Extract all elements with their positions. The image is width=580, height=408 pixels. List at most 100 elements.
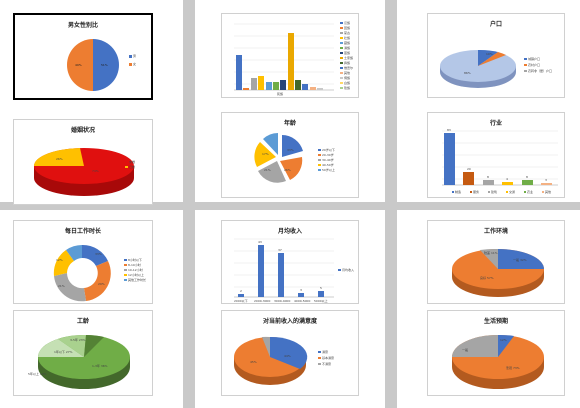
legend-label: 服务 [473,189,479,194]
legend-label: 40-50岁 [322,162,334,167]
legend-label: 农转非（居）户口 [528,68,552,73]
data-label: 29% [98,282,105,286]
legend-label: 已婚 [129,164,135,169]
chart-gender[interactable]: 男女性别比 男 女 51% 49% [13,13,153,100]
data-label: 83 [447,128,451,132]
data-label: 33% [287,148,294,152]
data-label: 37 [278,248,282,252]
data-label: 74% [92,169,99,173]
legend-label: 月均收入 [342,267,354,272]
legend-label: 8小时以下 [128,257,142,262]
axis-label: 民族 [277,91,283,96]
category-label: 5000以上 [314,298,328,303]
category-label: 2000以下 [234,299,248,303]
page-break [0,202,580,210]
chart-hours[interactable]: 每日工作时长 8小时以下 8-10小时 10-12小时 12小时以上 其他工作时… [13,220,153,304]
data-label: 21% [58,284,65,288]
chart-industry[interactable]: 行业 83 20 8 4 8 3 制造 服务 建筑 交通 农业 其他 [427,112,565,198]
chart-title: 年龄 [283,120,296,127]
chart-ethnicity[interactable]: 汉族 回族 蒙古 壮族 藏族 满族 苗族 土家族 彝族 维吾尔 其他 侗族 白族… [221,13,359,98]
data-label: 悲观 73% [506,365,520,370]
category-label: 4000-5000 [294,299,310,303]
chart-title: 行业 [489,120,502,127]
marital-pie-3d: 未婚 已婚 74% 26% [33,148,135,196]
legend-label: 满族 [344,45,350,50]
chart-title: 户口 [489,21,502,28]
chart-title: 生活预期 [483,318,508,325]
data-label: 26% [284,168,291,172]
legend-label: 20-30岁 [322,152,334,157]
age-pie-exploded: 20岁以下 20-30岁 30-40岁 40-50岁 50岁以上 33% 26%… [254,133,335,183]
data-label: 一般 [462,347,468,352]
expectation-pie-3d: 一般 悲观 73% 12% [452,334,544,389]
data-label: 33% [95,252,102,256]
legend-label: 蒙古 [344,30,350,35]
data-label: 43 [258,240,262,244]
data-label: 17% [262,152,269,156]
data-label: 49% [75,63,82,67]
legend-label: 回族 [344,25,350,30]
chart-age[interactable]: 年龄 20岁以下 20-30岁 30-40岁 40-50岁 50岁以上 33% … [221,112,359,198]
chart-title: 婚姻状况 [70,127,95,134]
data-label: 8 [526,175,528,179]
data-label: 3 [545,178,547,182]
legend-label: 12小时以上 [128,272,144,277]
legend-label: 20岁以下 [322,147,335,152]
data-label: 44% [284,354,291,358]
data-label: 86% [464,71,471,75]
chart-expectation[interactable]: 生活预期 一般 悲观 73% 12% [427,310,565,396]
legend-label: 未婚 [129,159,135,164]
legend-label: 基本满意 [322,355,334,360]
data-label: 5年以上 14% [28,371,47,376]
chart-seniority[interactable]: 工龄 1年以下 27% 1-3年 36% 3-5年 23% 5年以上 14% [13,310,153,396]
legend-label: 交通 [509,189,515,194]
income-bars: 2 43 37 3 5 2000以下 2000-3000 3000-4000 4… [234,238,354,303]
environment-pie-3d: 一般 32% 良好 57% 较差 11% [452,248,544,297]
legend-label: 10-12小时 [128,267,143,272]
legend-label: 壮族 [344,35,350,40]
legend-label: 其他工作时长 [128,277,146,282]
legend-label: 彝族 [344,60,350,65]
data-label: 1-3年 36% [92,363,108,368]
chart-marital[interactable]: 婚姻状况 未婚 已婚 74% 26% [13,119,153,205]
hours-donut: 8小时以下 8-10小时 10-12小时 12小时以上 其他工作时长 33% 2… [53,244,146,302]
legend-label: 其他 [344,70,350,75]
data-label: 10% [486,52,493,56]
legend-label: 不满意 [322,361,331,366]
category-label: 2000-3000 [254,299,270,303]
category-label: 3000-4000 [274,299,290,303]
chart-title: 工作环境 [483,228,508,235]
legend-label: 农业 [527,189,533,194]
data-label: 5 [320,286,322,290]
chart-title: 每日工作时长 [64,228,101,235]
data-label: 良好 57% [480,275,494,280]
legend-label: 汉族 [344,20,350,25]
data-label: 8 [487,175,489,179]
legend-label: 建筑 [491,189,497,194]
legend-label: 30-40岁 [322,157,334,162]
legend-label: 瑶族 [344,85,350,90]
data-label: 3 [300,288,302,292]
legend-label: 土家族 [344,55,353,60]
industry-bars: 83 20 8 4 8 3 制造 服务 建筑 交通 农业 其他 [442,128,558,194]
data-label: 一般 32% [513,257,527,262]
data-label: 12% [500,338,507,342]
data-label: 3-5年 23% [70,337,86,342]
chart-hukou[interactable]: 户口 城镇户口 农村户口 农转非（居）户口 86% 10% [427,13,565,98]
chart-title: 对当前收入的满意度 [262,318,317,325]
chart-satisfaction[interactable]: 对当前收入的满意度 满意 基本满意 不满意 44% 45% [221,310,359,396]
data-label: 4 [506,177,508,181]
legend-label: 城镇户口 [528,56,540,61]
chart-title: 月均收入 [277,228,302,235]
legend-label: 藏族 [344,40,350,45]
legend-label: 50岁以上 [322,167,335,172]
ethnicity-bars: 汉族 回族 蒙古 壮族 藏族 满族 苗族 土家族 彝族 维吾尔 其他 侗族 白族… [234,20,353,96]
legend-label: 侗族 [344,75,350,80]
chart-title: 工龄 [76,318,89,325]
data-label: 51% [101,63,108,67]
chart-environment[interactable]: 工作环境 一般 32% 良好 57% 较差 11% [427,220,565,304]
data-label: 较差 11% [484,250,498,255]
chart-title: 男女性别比 [67,22,98,29]
chart-income[interactable]: 月均收入 2 43 37 3 5 2000以下 2000-3000 3000-4… [221,220,359,304]
gender-pie [67,39,132,91]
